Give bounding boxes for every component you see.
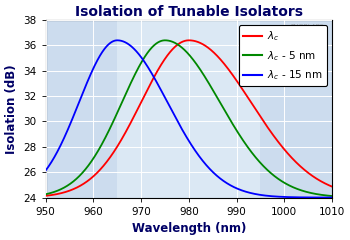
Legend: $\lambda_c$, $\lambda_c$ - 5 nm, $\lambda_c$ - 15 nm: $\lambda_c$, $\lambda_c$ - 5 nm, $\lambd…: [239, 25, 327, 86]
Bar: [117, 20, 260, 198]
X-axis label: Wavelength (nm): Wavelength (nm): [132, 222, 246, 235]
Title: Isolation of Tunable Isolators: Isolation of Tunable Isolators: [75, 5, 303, 19]
Text: THORLABS: THORLABS: [291, 24, 325, 30]
Y-axis label: Isolation (dB): Isolation (dB): [5, 64, 18, 154]
